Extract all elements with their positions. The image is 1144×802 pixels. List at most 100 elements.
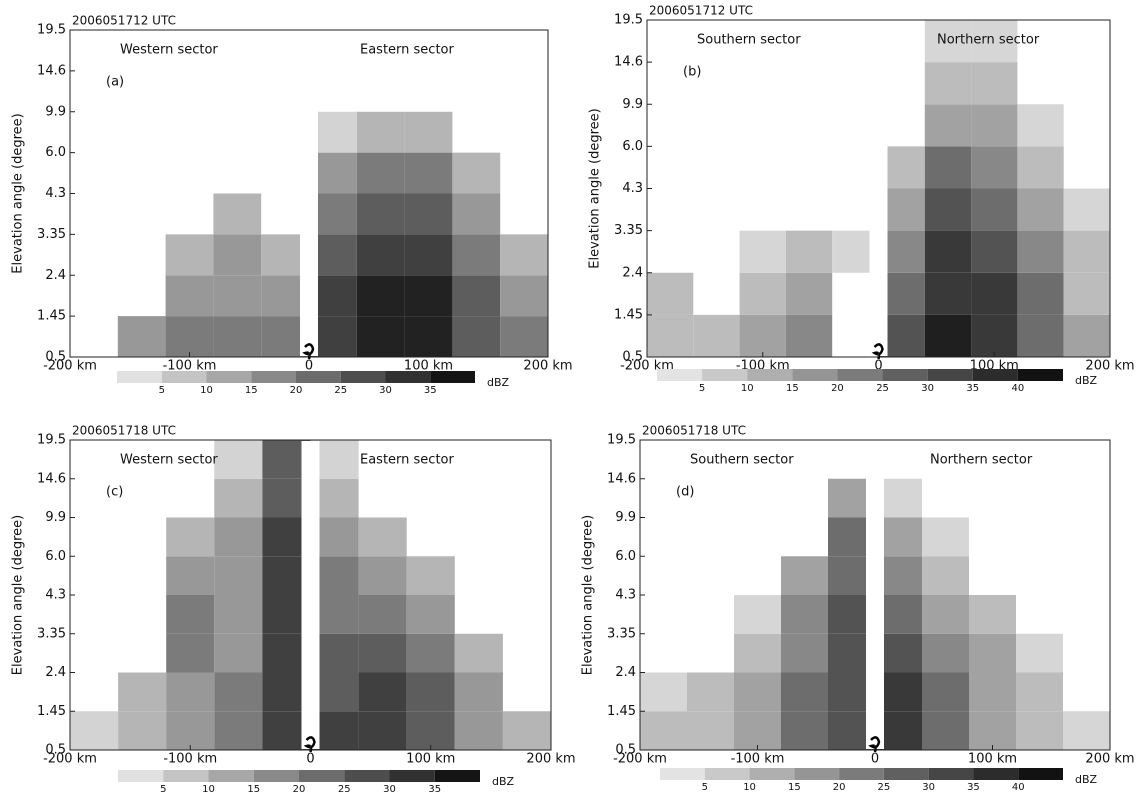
colorbar-unit: dBZ: [487, 376, 510, 389]
x-tick-label: 100 km: [406, 752, 455, 767]
colorbar-segment: [117, 371, 162, 383]
reflectivity-cell: [358, 556, 407, 595]
reflectivity-cell: [118, 672, 167, 712]
y-tick-label: 19.5: [607, 433, 636, 448]
reflectivity-cell: [406, 672, 455, 712]
reflectivity-cell: [356, 316, 405, 357]
reflectivity-cell: [969, 595, 1016, 634]
reflectivity-cell: [781, 711, 828, 750]
reflectivity-cell: [452, 234, 501, 276]
reflectivity-cell: [969, 633, 1016, 673]
y-tick-label: 3.35: [37, 626, 66, 641]
reflectivity-cell: [924, 20, 972, 63]
colorbar-segment: [972, 369, 1018, 381]
reflectivity-cell: [166, 517, 215, 557]
colorbar-segment: [208, 770, 254, 782]
reflectivity-cell: [971, 146, 1018, 189]
x-tick-label: -100 km: [731, 752, 785, 767]
reflectivity-cell: [358, 633, 407, 673]
reflectivity-cell: [971, 272, 1018, 315]
colorbar-tick-label: 15: [786, 383, 799, 394]
reflectivity-cell: [640, 672, 687, 712]
radar-gap: [869, 21, 888, 356]
reflectivity-cell: [165, 316, 214, 357]
reflectivity-cell: [734, 672, 781, 712]
colorbar-segment: [299, 770, 345, 782]
y-axis-label: Elevation angle (degree): [588, 108, 603, 268]
reflectivity-cell: [214, 633, 263, 673]
reflectivity-cell: [971, 314, 1018, 357]
reflectivity-cell: [1017, 314, 1064, 357]
sector-label: Southern sector: [697, 33, 801, 48]
y-tick-label: 4.3: [45, 186, 66, 201]
colorbar-segment: [344, 770, 390, 782]
reflectivity-cell: [739, 230, 786, 273]
y-tick-label: 2.4: [45, 665, 66, 680]
colorbar-tick-label: 25: [334, 385, 347, 396]
radar-gap: [301, 441, 320, 749]
y-tick-label: 1.45: [37, 704, 66, 719]
y-tick-label: 9.9: [622, 97, 643, 112]
reflectivity-cell: [166, 633, 215, 673]
reflectivity-cell: [924, 146, 972, 189]
reflectivity-cell: [734, 633, 781, 673]
y-tick-label: 4.3: [615, 588, 636, 603]
reflectivity-cell: [452, 316, 501, 357]
reflectivity-cell: [214, 672, 263, 712]
reflectivity-cell: [358, 595, 407, 634]
reflectivity-cell: [924, 314, 972, 357]
reflectivity-cell: [166, 672, 215, 712]
colorbar-unit: dBZ: [1075, 374, 1098, 387]
y-tick-label: 3.35: [614, 223, 643, 238]
panel: 0.5 1.45 2.4 3.35 4.3 6.0 9.9 14.6 19.5 -200 km -1…: [11, 14, 573, 397]
sector-label: Western sector: [120, 43, 218, 58]
y-tick-label: 9.9: [45, 510, 66, 525]
reflectivity-cell: [781, 672, 828, 712]
x-tick-label: -100 km: [163, 359, 217, 374]
colorbar-tick-label: 30: [379, 385, 392, 396]
x-tick-label: 0: [305, 359, 313, 374]
reflectivity-cell: [454, 672, 503, 712]
reflectivity-cell: [502, 711, 551, 750]
colorbar-segment: [839, 768, 884, 780]
y-tick-label: 3.35: [37, 227, 66, 242]
reflectivity-cell: [404, 234, 453, 276]
colorbar-tick-label: 40: [1012, 782, 1025, 793]
colorbar-segment: [882, 369, 928, 381]
reflectivity-cell: [647, 314, 694, 357]
reflectivity-cell: [971, 62, 1018, 105]
colorbar-unit: dBZ: [492, 775, 515, 788]
y-tick-label: 2.4: [615, 665, 636, 680]
y-tick-label: 6.0: [622, 139, 643, 154]
x-tick-label: 200 km: [523, 359, 572, 374]
reflectivity-cell: [214, 478, 263, 518]
y-tick-label: 3.35: [607, 626, 636, 641]
reflectivity-cell: [971, 230, 1018, 273]
reflectivity-cell: [500, 275, 548, 317]
colorbar-tick-label: 20: [293, 784, 306, 795]
colorbar-segment: [434, 770, 480, 782]
y-tick-label: 14.6: [37, 471, 66, 486]
reflectivity-cell: [213, 234, 262, 276]
colorbar-tick-label: 5: [702, 782, 708, 793]
y-tick-label: 9.9: [615, 510, 636, 525]
colorbar-segment: [251, 371, 296, 383]
colorbar-tick-label: 10: [741, 383, 754, 394]
reflectivity-cell: [1016, 633, 1063, 673]
y-tick-label: 0.5: [45, 350, 66, 365]
panel-title: 2006051712 UTC: [649, 4, 753, 18]
colorbar-tick-label: 30: [921, 383, 934, 394]
reflectivity-cell: [1063, 314, 1110, 357]
reflectivity-cell: [924, 188, 972, 231]
reflectivity-cell: [214, 595, 263, 634]
colorbar-tick-label: 25: [876, 383, 889, 394]
reflectivity-cell: [404, 316, 453, 357]
reflectivity-cell: [785, 230, 833, 273]
reflectivity-cell: [924, 62, 972, 105]
reflectivity-cell: [687, 672, 734, 712]
colorbar-segment: [702, 369, 748, 381]
sector-label: Western sector: [120, 453, 218, 468]
x-tick-label: 0: [874, 359, 882, 374]
colorbar-tick-label: 25: [338, 784, 351, 795]
